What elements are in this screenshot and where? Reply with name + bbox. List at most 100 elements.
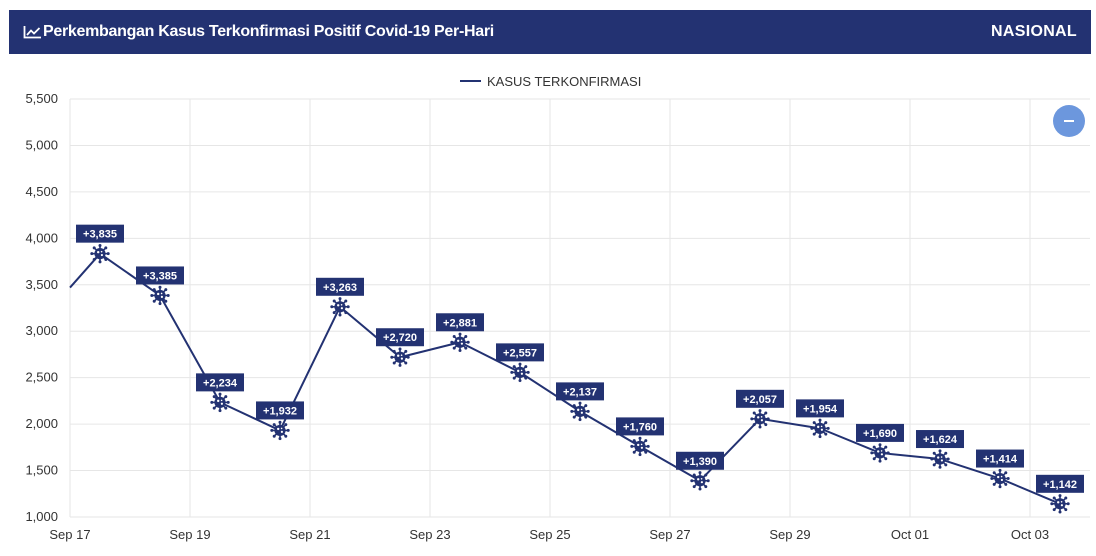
- x-tick-label: Sep 21: [289, 527, 330, 542]
- data-label-box: [976, 449, 1024, 468]
- virus-spike-tip: [938, 449, 942, 453]
- virus-icon: [810, 418, 830, 439]
- virus-spike-tip: [1006, 477, 1010, 481]
- virus-spike-tip: [226, 400, 230, 404]
- virus-body: [874, 447, 886, 459]
- virus-dot: [520, 369, 523, 372]
- y-tick-label: 5,500: [25, 91, 58, 106]
- virus-spike-tip: [332, 299, 336, 303]
- virus-spike-tip: [212, 395, 216, 399]
- virus-spike-tip: [638, 453, 642, 457]
- virus-spike-tip: [452, 346, 456, 350]
- virus-dot: [760, 416, 763, 418]
- data-label-box: [436, 313, 484, 332]
- virus-spike-tip: [872, 457, 876, 461]
- virus-dot: [580, 411, 583, 414]
- virus-body: [334, 301, 346, 313]
- virus-spike-tip: [644, 450, 648, 454]
- data-label: +1,954: [803, 403, 838, 415]
- virus-dot: [100, 250, 103, 253]
- virus-dot: [820, 425, 823, 428]
- virus-dot: [757, 416, 760, 419]
- virus-spike-tip: [218, 392, 222, 396]
- line-chart-icon: [23, 26, 41, 39]
- data-label-box: [196, 373, 244, 392]
- virus-spike-tip: [878, 459, 882, 463]
- virus-spike-tip: [1004, 471, 1008, 475]
- virus-spike-tip: [224, 395, 228, 399]
- virus-dot: [880, 450, 883, 452]
- virus-spike-tip: [706, 479, 710, 483]
- virus-dot: [457, 339, 460, 342]
- virus-spike-tip: [90, 252, 94, 256]
- virus-dot: [1060, 504, 1063, 507]
- virus-spike-tip: [166, 293, 170, 297]
- chart-header: Perkembangan Kasus Terkonfirmasi Positif…: [9, 10, 1091, 54]
- virus-spike-tip: [450, 340, 454, 344]
- virus-spike-tip: [1058, 494, 1062, 498]
- virus-spike-tip: [1058, 510, 1062, 514]
- virus-dot: [1000, 478, 1003, 482]
- virus-spike-tip: [758, 425, 762, 429]
- virus-spike-tip: [152, 299, 156, 303]
- virus-spike-tip: [584, 415, 588, 419]
- virus-spike-tip: [406, 355, 410, 359]
- virus-body: [1054, 498, 1066, 510]
- scope-label: NASIONAL: [991, 23, 1077, 40]
- data-label: +3,385: [143, 270, 177, 282]
- virus-spike-tip: [404, 361, 408, 365]
- virus-spike-tip: [812, 432, 816, 436]
- page-title: Perkembangan Kasus Terkonfirmasi Positif…: [43, 23, 494, 40]
- virus-body: [394, 351, 406, 363]
- data-label-box: [376, 328, 424, 347]
- virus-body: [934, 453, 946, 465]
- virus-spike-tip: [510, 370, 514, 374]
- virus-spike-tip: [106, 252, 110, 256]
- virus-spike-tip: [632, 450, 636, 454]
- virus-spike-tip: [92, 246, 96, 250]
- virus-spike-tip: [750, 417, 754, 421]
- virus-body: [634, 440, 646, 453]
- virus-dot: [460, 342, 463, 345]
- zoom-out-button[interactable]: [1053, 105, 1085, 137]
- virus-spike-tip: [1064, 508, 1068, 512]
- virus-icon: [1050, 494, 1070, 514]
- virus-body: [274, 424, 286, 437]
- virus-spike-tip: [818, 418, 822, 422]
- virus-spike-tip: [886, 451, 890, 455]
- virus-icon: [450, 332, 470, 352]
- virus-spike-tip: [766, 417, 770, 421]
- data-label-box: [136, 266, 184, 285]
- virus-spike-tip: [884, 457, 888, 461]
- virus-spike-tip: [944, 463, 948, 467]
- virus-spike-tip: [272, 423, 276, 427]
- data-label: +1,390: [683, 456, 717, 468]
- virus-dot: [400, 357, 403, 360]
- virus-dot: [277, 427, 280, 431]
- virus-spike-tip: [272, 434, 276, 438]
- virus-spike-tip: [584, 404, 588, 408]
- virus-spike-tip: [572, 415, 576, 419]
- virus-spike-tip: [346, 305, 350, 309]
- virus-spike-tip: [578, 401, 582, 405]
- data-label: +1,932: [263, 405, 297, 417]
- data-label-box: [316, 277, 364, 296]
- x-tick-label: Sep 29: [769, 527, 810, 542]
- virus-body: [94, 248, 106, 260]
- virus-dot: [760, 419, 763, 422]
- virus-spike-tip: [812, 421, 816, 425]
- virus-spike-tip: [338, 297, 342, 301]
- virus-spike-tip: [398, 347, 402, 351]
- virus-spike-tip: [932, 463, 936, 467]
- virus-dot: [937, 456, 940, 459]
- virus-dot: [637, 443, 640, 447]
- virus-spike-tip: [278, 420, 282, 424]
- virus-spike-tip: [452, 334, 456, 338]
- virus-spike-tip: [158, 302, 162, 306]
- virus-dot: [400, 354, 403, 357]
- data-label: +2,881: [443, 317, 477, 329]
- y-tick-label: 3,500: [25, 277, 58, 292]
- virus-spike-tip: [878, 443, 882, 447]
- virus-spike-tip: [392, 349, 396, 353]
